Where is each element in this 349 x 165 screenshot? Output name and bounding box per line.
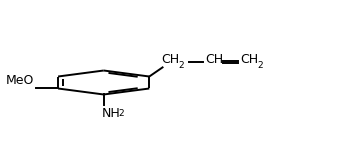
Text: CH: CH [161, 53, 179, 66]
Text: 2: 2 [118, 109, 124, 118]
Text: 2: 2 [258, 61, 263, 70]
Text: NH: NH [102, 107, 121, 120]
Text: CH: CH [240, 53, 258, 66]
Text: MeO: MeO [6, 74, 34, 87]
Text: 2: 2 [179, 61, 184, 70]
Text: CH: CH [205, 53, 223, 66]
